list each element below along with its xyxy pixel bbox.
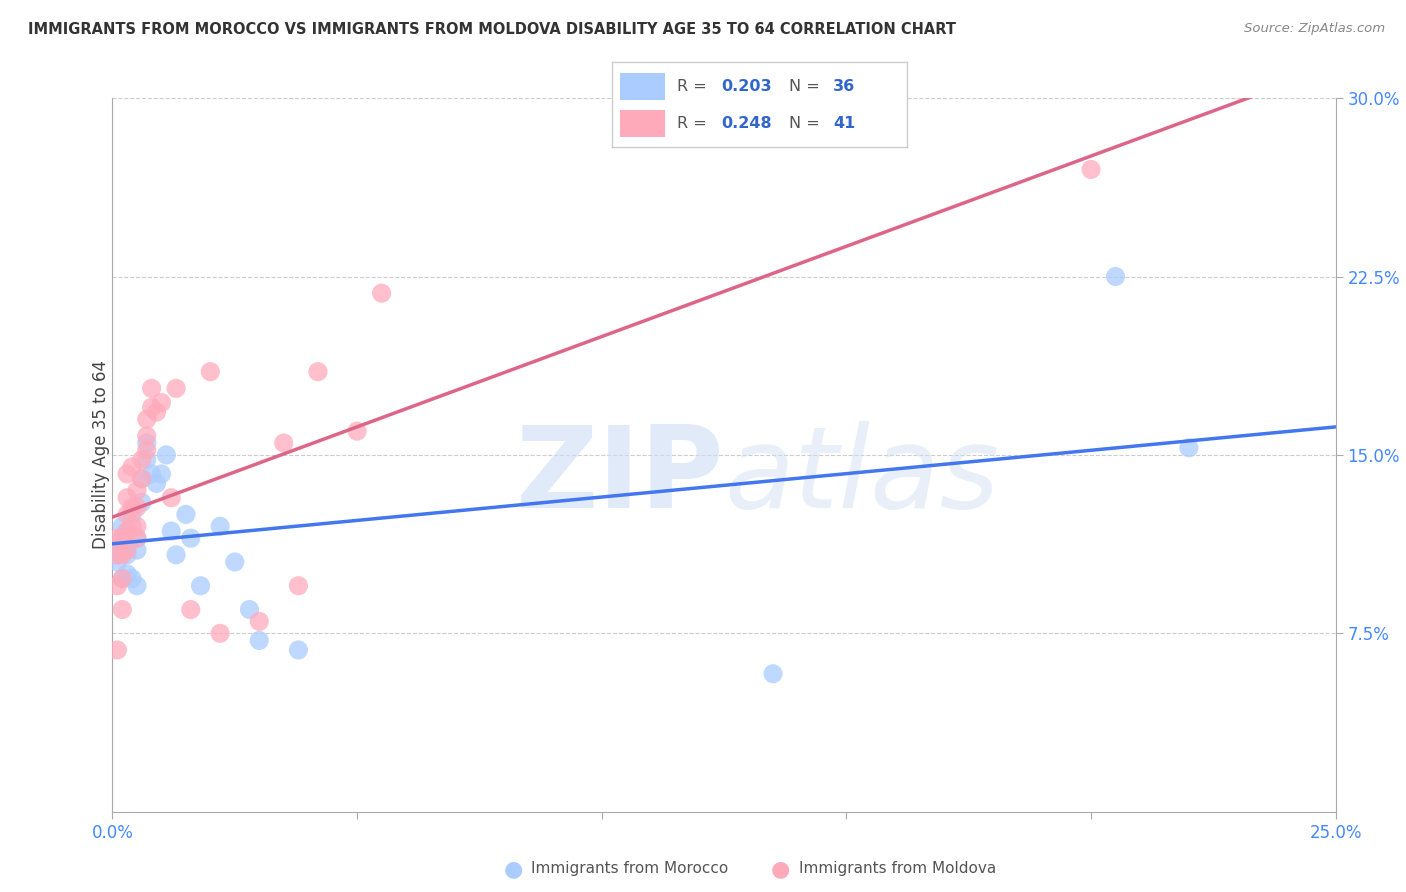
Point [762, 666, 785, 681]
Point [125, 543, 148, 558]
Point [141, 401, 163, 415]
Point [105, 643, 128, 657]
Point [190, 579, 212, 593]
Point [105, 543, 128, 558]
Point [115, 538, 138, 552]
Point [135, 412, 157, 426]
Point [111, 548, 134, 562]
Point [135, 429, 157, 443]
Text: 36: 36 [832, 78, 855, 94]
Point [121, 500, 143, 515]
Text: R =: R = [676, 116, 711, 131]
Text: 0.248: 0.248 [721, 116, 772, 131]
Point [370, 286, 392, 301]
Point [1080, 162, 1102, 177]
Point [287, 579, 309, 593]
Point [115, 508, 138, 522]
Point [115, 524, 138, 538]
Text: N =: N = [789, 78, 825, 94]
Point [131, 452, 153, 467]
Point [1178, 441, 1201, 455]
Point [111, 531, 134, 545]
Point [160, 491, 183, 505]
Text: ●: ● [503, 859, 523, 879]
Point [165, 381, 187, 395]
Point [115, 548, 138, 562]
Text: Immigrants from Moldova: Immigrants from Moldova [799, 862, 995, 876]
Point [121, 459, 143, 474]
Point [125, 531, 148, 545]
Point [135, 452, 157, 467]
Text: Immigrants from Morocco: Immigrants from Morocco [531, 862, 728, 876]
Point [125, 519, 148, 533]
Point [131, 495, 153, 509]
Y-axis label: Disability Age 35 to 64: Disability Age 35 to 64 [93, 360, 110, 549]
Text: atlas: atlas [724, 421, 1000, 532]
Point [115, 566, 138, 581]
Point [115, 467, 138, 481]
Point [1104, 269, 1126, 284]
Bar [620, 110, 665, 137]
Point [200, 365, 222, 379]
Point [111, 602, 134, 616]
Point [125, 483, 148, 498]
Point [180, 531, 202, 545]
Point [121, 572, 143, 586]
Text: 41: 41 [832, 116, 855, 131]
Point [155, 448, 177, 462]
Point [105, 548, 128, 562]
Point [111, 531, 134, 545]
Point [135, 436, 157, 450]
Point [135, 443, 157, 458]
Point [150, 395, 173, 409]
Point [145, 476, 167, 491]
Point [346, 424, 368, 438]
Point [224, 555, 246, 569]
Text: N =: N = [789, 116, 825, 131]
Bar [620, 72, 665, 100]
Point [121, 519, 143, 533]
Point [141, 467, 163, 481]
Point [180, 602, 202, 616]
Point [105, 555, 128, 569]
Point [307, 365, 329, 379]
Text: ZIP: ZIP [516, 421, 724, 532]
Point [115, 524, 138, 538]
Point [125, 531, 148, 545]
Point [115, 543, 138, 558]
Point [141, 381, 163, 395]
Point [273, 436, 295, 450]
Point [145, 405, 167, 419]
Text: 0.203: 0.203 [721, 78, 772, 94]
Point [150, 467, 173, 481]
Point [209, 519, 232, 533]
Point [125, 579, 148, 593]
Point [105, 531, 128, 545]
Point [121, 508, 143, 522]
Point [209, 626, 232, 640]
Point [111, 519, 134, 533]
Point [105, 548, 128, 562]
Point [105, 579, 128, 593]
Point [247, 615, 270, 629]
Point [287, 643, 309, 657]
Point [115, 491, 138, 505]
Point [131, 472, 153, 486]
Point [131, 472, 153, 486]
Point [111, 572, 134, 586]
Point [160, 524, 183, 538]
Text: ●: ● [770, 859, 790, 879]
Point [111, 572, 134, 586]
Point [247, 633, 270, 648]
Text: IMMIGRANTS FROM MOROCCO VS IMMIGRANTS FROM MOLDOVA DISABILITY AGE 35 TO 64 CORRE: IMMIGRANTS FROM MOROCCO VS IMMIGRANTS FR… [28, 22, 956, 37]
Point [125, 500, 148, 515]
Text: Source: ZipAtlas.com: Source: ZipAtlas.com [1244, 22, 1385, 36]
Point [174, 508, 197, 522]
Text: R =: R = [676, 78, 711, 94]
Point [165, 548, 187, 562]
Point [238, 602, 260, 616]
